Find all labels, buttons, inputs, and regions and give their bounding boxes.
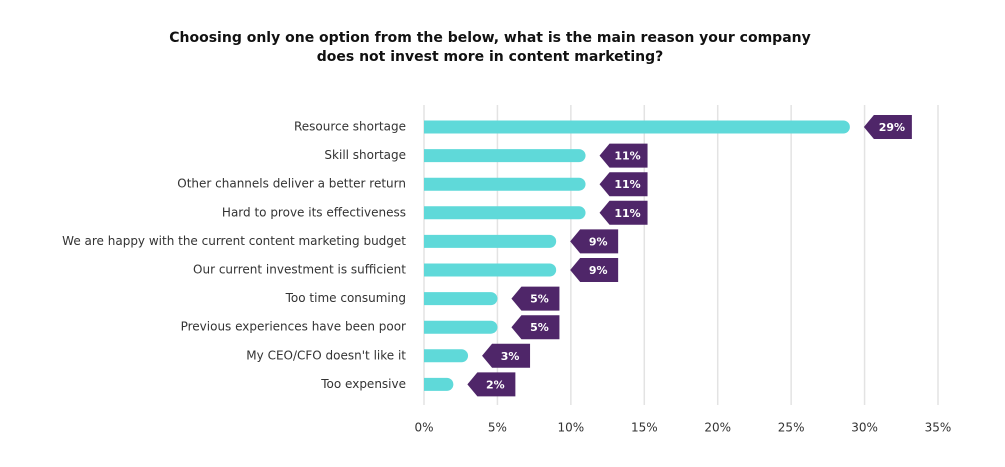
x-tick-label: 20%	[704, 421, 731, 435]
value-label-tag	[467, 372, 516, 397]
value-label: 2%	[486, 378, 505, 391]
bar	[424, 263, 557, 277]
value-label-tag	[599, 200, 648, 225]
x-tick-label: 0%	[414, 421, 433, 435]
x-tick-label: 35%	[925, 421, 952, 435]
y-tick-label: Skill shortage	[324, 148, 406, 162]
value-label: 9%	[589, 264, 608, 277]
value-label-tag	[570, 229, 619, 254]
y-tick-label: My CEO/CFO doesn't like it	[246, 348, 406, 362]
value-label: 5%	[530, 321, 549, 334]
value-label-tag	[863, 115, 912, 139]
value-label: 11%	[614, 178, 640, 191]
y-tick-label: Too expensive	[320, 377, 406, 391]
x-tick-label: 10%	[558, 421, 585, 435]
bar	[424, 292, 498, 306]
value-label: 11%	[614, 150, 640, 163]
value-label-tag	[599, 172, 648, 197]
y-tick-label: Our current investment is sufficient	[193, 263, 406, 277]
value-label: 9%	[589, 235, 608, 248]
bar	[424, 120, 850, 134]
y-tick-label: Previous experiences have been poor	[181, 320, 406, 334]
x-tick-label: 15%	[631, 421, 658, 435]
bar	[424, 320, 498, 334]
value-label-tag	[482, 343, 531, 368]
bar	[424, 377, 454, 391]
bar	[424, 149, 586, 163]
chart-title: Choosing only one option from the below,…	[169, 30, 810, 46]
y-tick-label: Hard to prove its effectiveness	[222, 205, 406, 219]
y-tick-label: Resource shortage	[294, 120, 406, 134]
x-tick-label: 5%	[488, 421, 507, 435]
chart-title: does not invest more in content marketin…	[317, 49, 663, 65]
value-label-tag	[511, 315, 560, 340]
bar	[424, 349, 469, 363]
value-label-tag	[570, 258, 619, 282]
value-label-tag	[511, 286, 560, 311]
x-tick-label: 30%	[851, 421, 878, 435]
bar	[424, 234, 557, 248]
value-label: 11%	[614, 207, 640, 220]
value-label: 3%	[501, 350, 520, 363]
x-tick-label: 25%	[778, 421, 805, 435]
bar	[424, 177, 586, 191]
y-tick-label: Other channels deliver a better return	[177, 177, 406, 191]
value-label-tag	[599, 143, 648, 168]
value-label: 29%	[879, 121, 905, 134]
value-label: 5%	[530, 293, 549, 306]
bar	[424, 206, 586, 220]
y-tick-label: We are happy with the current content ma…	[62, 234, 406, 248]
y-tick-label: Too time consuming	[285, 291, 406, 305]
